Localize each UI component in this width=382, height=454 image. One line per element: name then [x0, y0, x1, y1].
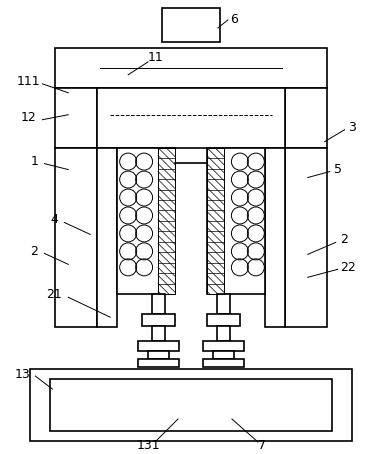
Text: 11: 11 [147, 51, 163, 64]
Text: 2: 2 [31, 245, 38, 258]
Bar [217, 294, 230, 314]
Bar [207, 148, 265, 294]
Text: 4: 4 [50, 213, 58, 226]
Text: 131: 131 [136, 439, 160, 452]
Bar [117, 148, 175, 294]
Text: 2: 2 [340, 233, 348, 246]
Bar [162, 8, 220, 42]
Bar [158, 148, 175, 294]
Text: 7: 7 [258, 439, 266, 452]
Bar [265, 148, 285, 327]
Bar [148, 351, 169, 359]
Bar [285, 88, 327, 148]
Bar [217, 326, 230, 341]
Text: 13: 13 [15, 368, 30, 380]
Text: 22: 22 [340, 261, 356, 274]
Bar [55, 48, 327, 88]
Text: 111: 111 [16, 75, 40, 88]
Bar [138, 341, 179, 351]
Text: 12: 12 [21, 111, 36, 124]
Bar [285, 148, 327, 327]
Bar [55, 88, 97, 148]
Bar [207, 148, 224, 294]
Bar [97, 88, 285, 148]
Text: 6: 6 [230, 14, 238, 26]
Bar [142, 314, 175, 326]
Bar [97, 148, 117, 327]
Text: 5: 5 [333, 163, 342, 176]
Bar [207, 314, 240, 326]
Text: 3: 3 [348, 121, 356, 134]
Bar [152, 294, 165, 314]
Bar [203, 341, 244, 351]
Bar [152, 326, 165, 341]
Bar [213, 351, 234, 359]
Bar [50, 379, 332, 431]
Bar [138, 359, 179, 367]
Bar [31, 369, 351, 441]
Bar [203, 359, 244, 367]
Bar [55, 148, 97, 327]
Text: 21: 21 [47, 288, 62, 301]
Text: 1: 1 [31, 155, 38, 168]
